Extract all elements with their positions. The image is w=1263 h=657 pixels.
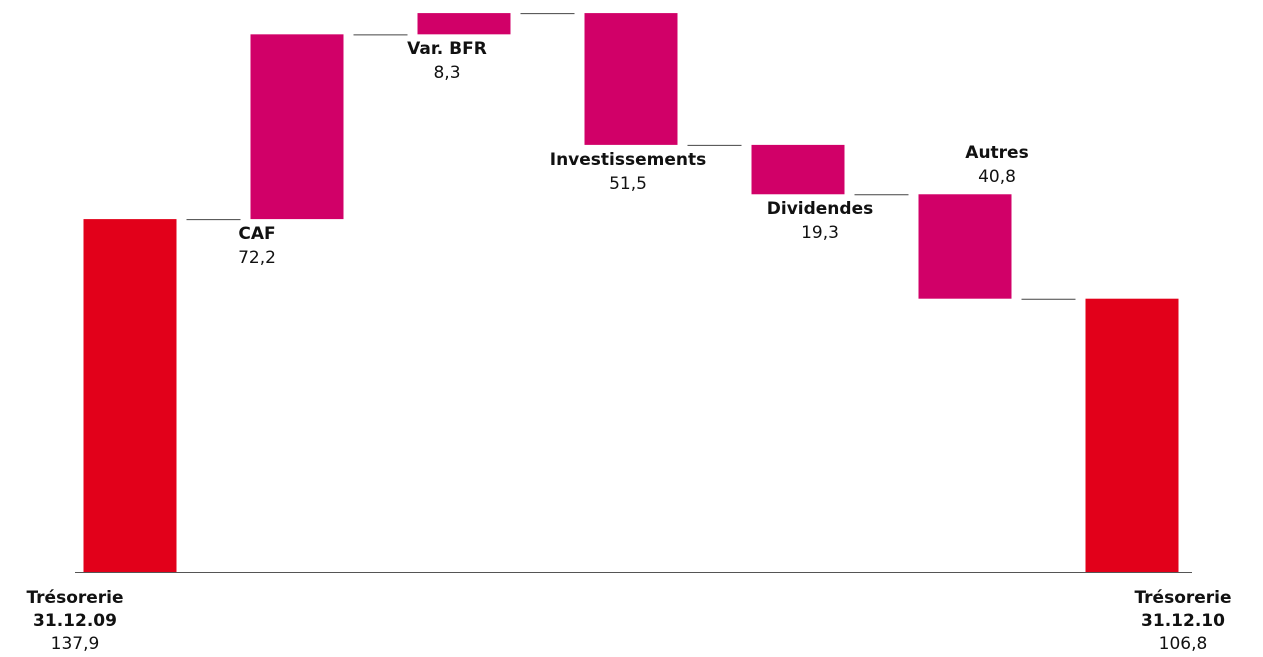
value-label: 137,9 <box>50 634 100 654</box>
category-label: Var. BFR <box>407 39 487 60</box>
bar <box>1085 298 1179 572</box>
category-label: Trésorerie 31.12.10 <box>1134 588 1232 631</box>
bar <box>250 34 344 220</box>
category-label: Dividendes <box>766 199 874 220</box>
bar <box>83 219 177 572</box>
value-label: 106,8 <box>1158 634 1208 654</box>
value-label: 51,5 <box>609 173 647 194</box>
value-label: 40,8 <box>978 167 1016 188</box>
category-label: Investissements <box>549 149 707 170</box>
bar <box>918 194 1012 299</box>
category-label: Trésorerie 31.12.09 <box>26 588 124 631</box>
value-label: 8,3 <box>433 63 461 84</box>
bar <box>417 13 511 35</box>
bar <box>751 144 845 195</box>
bar <box>584 13 678 145</box>
category-label: CAF <box>238 224 276 245</box>
value-label: 72,2 <box>238 248 276 269</box>
category-label: Autres <box>965 143 1029 164</box>
value-label: 19,3 <box>801 223 839 244</box>
